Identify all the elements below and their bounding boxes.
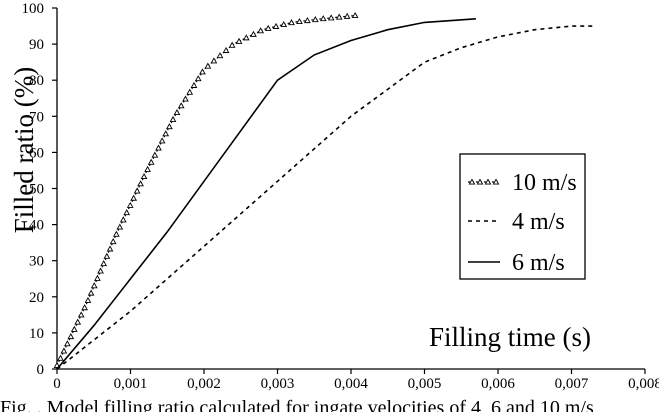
series-marker-10-m-s: [162, 130, 170, 137]
series-marker-10-m-s: [126, 201, 134, 208]
series-marker-10-m-s: [250, 30, 257, 37]
series-marker-10-m-s: [304, 17, 311, 24]
axes: [52, 7, 646, 374]
series-marker-10-m-s: [177, 102, 185, 109]
y-tick-label: 40: [29, 218, 44, 234]
series-marker-10-m-s: [335, 13, 343, 20]
legend: 10 m/s 4 m/s 6 m/s: [459, 153, 586, 280]
series-line-6-m-s: [56, 18, 476, 370]
series-marker-10-m-s: [186, 88, 194, 95]
series-marker-10-m-s: [210, 57, 218, 64]
series-marker-10-m-s: [158, 137, 166, 144]
series-marker-10-m-s: [194, 75, 202, 82]
series-marker-10-m-s: [97, 267, 104, 274]
y-axis-title: Filled ratio (%): [9, 67, 39, 233]
y-tick-label: 100: [22, 1, 45, 17]
x-tick-label: 0,004: [334, 376, 368, 392]
series-marker-10-m-s: [140, 173, 148, 180]
series-marker-10-m-s: [288, 19, 295, 26]
y-tick-label: 20: [29, 290, 44, 306]
series-marker-10-m-s: [222, 46, 230, 53]
series-marker-10-m-s: [100, 260, 108, 267]
series-marker-10-m-s: [235, 37, 243, 44]
legend-label-10-m-s: 10 m/s: [512, 170, 577, 196]
legend-marker-10-m-s: [484, 178, 492, 185]
series-marker-10-m-s: [137, 180, 144, 187]
series-marker-10-m-s: [327, 14, 335, 21]
series-marker-10-m-s: [87, 289, 95, 296]
series-marker-10-m-s: [242, 34, 250, 41]
legend-label-6-m-s: 6 m/s: [512, 250, 565, 276]
series-marker-10-m-s: [64, 340, 71, 347]
x-tick-label: 0,002: [187, 376, 221, 392]
y-tick-label: 80: [29, 73, 44, 89]
legend-box: [459, 153, 586, 280]
y-tick-label: 90: [29, 37, 44, 53]
series-marker-10-m-s: [166, 123, 173, 130]
series-marker-10-m-s: [94, 274, 101, 281]
series-marker-10-m-s: [147, 158, 155, 165]
series-marker-10-m-s: [280, 20, 288, 28]
y-tick-label: 0: [37, 362, 45, 378]
x-tick-label: 0,005: [408, 376, 442, 392]
series-marker-10-m-s: [144, 165, 151, 172]
x-axis-title: Filling time (s): [429, 322, 591, 352]
x-tick-label: 0,007: [555, 376, 589, 392]
series-marker-10-m-s: [116, 223, 124, 230]
tick-labels: 0 0,001 0,002 0,003 0,004 0,005 0,006 0,007 0,00…: [22, 1, 659, 392]
series-marker-10-m-s: [296, 17, 303, 25]
series-marker-10-m-s: [257, 27, 264, 34]
series-marker-10-m-s: [119, 216, 127, 223]
x-tick-label: 0,006: [481, 376, 515, 392]
legend-marker-10-m-s: [476, 178, 484, 185]
series-marker-10-m-s: [216, 52, 224, 59]
series-marker-10-m-s: [133, 187, 141, 194]
y-tick-label: 30: [29, 254, 44, 270]
series-marker-10-m-s: [272, 22, 280, 29]
series-marker-10-m-s: [84, 296, 92, 303]
series-marker-10-m-s: [190, 81, 198, 88]
y-tick-label: 60: [29, 145, 44, 161]
series-marker-10-m-s: [343, 12, 351, 19]
x-tick-label: 0,003: [261, 376, 295, 392]
y-tick-label: 70: [29, 109, 44, 125]
series-marker-10-m-s: [90, 282, 98, 289]
series-marker-10-m-s: [351, 11, 359, 19]
legend-marker-10-m-s: [468, 178, 476, 185]
x-tick-label: 0,001: [114, 376, 148, 392]
series-marker-10-m-s: [228, 41, 236, 48]
series-marker-10-m-s: [67, 333, 75, 340]
series-marker-10-m-s: [77, 311, 85, 318]
series-marker-10-m-s: [169, 115, 177, 122]
series-marker-10-m-s: [204, 62, 212, 69]
x-tick-label: 0: [53, 376, 61, 392]
series-marker-10-m-s: [60, 347, 68, 354]
series-marker-10-m-s: [70, 325, 78, 332]
series-marker-10-m-s: [81, 304, 89, 311]
chart: 0 0,001 0,002 0,003 0,004 0,005 0,006 0,007 0,00…: [9, 1, 659, 392]
series-marker-10-m-s: [130, 194, 138, 201]
series-marker-10-m-s: [173, 108, 181, 116]
series-marker-10-m-s: [319, 15, 327, 22]
series-marker-10-m-s: [151, 151, 159, 158]
series-marker-10-m-s: [74, 318, 82, 325]
series-marker-10-m-s: [199, 68, 206, 75]
figure-caption: Fig. . Model filling ratio calculated fo…: [0, 397, 594, 412]
series-marker-10-m-s: [109, 238, 117, 245]
legend-label-4-m-s: 4 m/s: [512, 209, 565, 235]
series-marker-10-m-s: [264, 24, 272, 31]
series-marker-10-m-s: [106, 245, 114, 252]
y-tick-label: 10: [29, 326, 44, 342]
series-marker-10-m-s: [112, 230, 120, 237]
series-marker-10-m-s: [155, 144, 162, 151]
series-marker-10-m-s: [103, 252, 111, 259]
series-marker-10-m-s: [57, 354, 64, 361]
series-layer: [53, 11, 594, 370]
series-marker-10-m-s: [311, 16, 319, 23]
series-marker-10-m-s: [123, 209, 131, 216]
y-tick-label: 50: [29, 182, 44, 198]
x-tick-label: 0,008: [628, 376, 659, 392]
series-marker-10-m-s: [182, 95, 189, 102]
legend-marker-10-m-s: [492, 178, 500, 185]
